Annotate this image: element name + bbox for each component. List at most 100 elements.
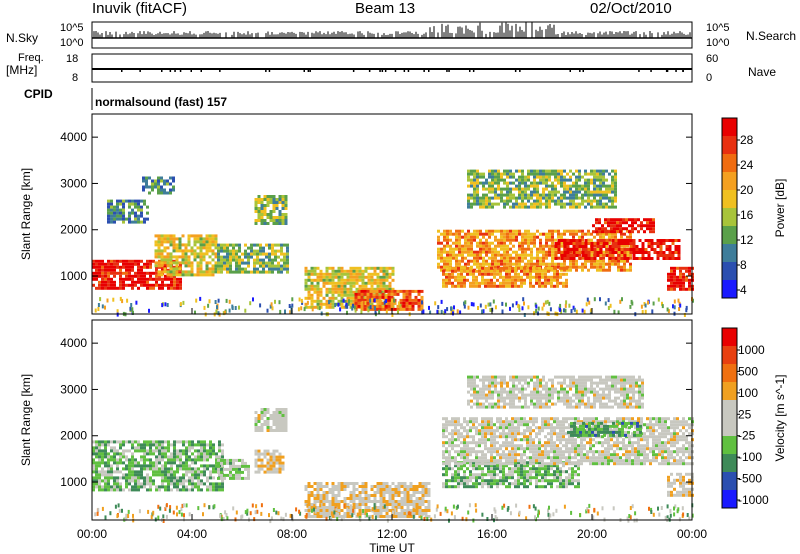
echo-cell (316, 281, 320, 285)
echo-cell (190, 273, 194, 277)
echo-cell (470, 247, 473, 251)
echo-cell (593, 205, 596, 209)
echo-cell (343, 512, 347, 515)
echo-cell (610, 221, 613, 225)
echo-cell (609, 303, 612, 308)
echo-cell (157, 273, 161, 277)
echo-cell (116, 452, 119, 456)
echo-cell (92, 440, 95, 444)
echo-cell (572, 242, 576, 245)
echo-cell (337, 494, 341, 497)
echo-cell (104, 305, 106, 310)
echo-cell (632, 242, 636, 245)
echo-cell (278, 420, 282, 423)
echo-cell (95, 482, 98, 486)
echo-cell (220, 458, 223, 462)
echo-cell (346, 497, 350, 500)
echo-cell (379, 500, 383, 503)
echo-cell (110, 449, 113, 453)
echo-cell (481, 272, 484, 276)
echo-cell (313, 272, 317, 276)
echo-cell (373, 266, 377, 270)
echo-cell (382, 485, 386, 488)
echo-cell (458, 253, 461, 257)
echo-cell (476, 262, 479, 266)
echo-cell (472, 302, 475, 307)
echo-cell (361, 287, 365, 291)
echo-cell (119, 470, 122, 474)
echo-cell (278, 201, 282, 204)
echo-cell (607, 306, 610, 310)
echo-cell (281, 222, 285, 225)
echo-cell (578, 175, 581, 179)
echo-cell (575, 259, 578, 263)
echo-cell (524, 193, 527, 197)
echo-cell (546, 311, 549, 316)
echo-cell (113, 274, 116, 278)
echo-cell (145, 176, 148, 180)
echo-cell (493, 281, 496, 285)
echo-cell (472, 467, 475, 471)
echo-cell (677, 239, 681, 242)
echo-cell (169, 243, 173, 247)
echo-cell (476, 232, 479, 236)
echo-cell (340, 482, 344, 485)
echo-cell (328, 302, 332, 306)
echo-cell (185, 452, 188, 456)
echo-cell (488, 190, 491, 194)
echo-cell (572, 235, 575, 239)
echo-cell (394, 512, 398, 515)
echo-cell (623, 239, 627, 242)
echo-cell (464, 250, 467, 254)
echo-cell (620, 253, 623, 257)
echo-cell (376, 506, 380, 509)
echo-cell (306, 300, 309, 305)
echo-cell (632, 248, 636, 251)
echo-cell (458, 241, 461, 245)
echo-cell (146, 482, 149, 486)
echo-cell (535, 309, 538, 313)
echo-cell (427, 482, 431, 485)
echo-cell (512, 262, 515, 266)
echo-cell (674, 257, 678, 260)
echo-cell (608, 257, 612, 260)
echo-cell (673, 272, 676, 276)
echo-cell (596, 193, 599, 197)
echo-cell (563, 169, 566, 173)
echo-cell (169, 240, 173, 244)
echo-cell (172, 237, 176, 241)
echo-cell (563, 181, 566, 185)
echo-cell (343, 287, 347, 291)
echo-cell (149, 467, 152, 471)
echo-cell (536, 184, 539, 188)
echo-cell (379, 269, 383, 273)
echo-cell (360, 307, 364, 311)
echo-cell (167, 286, 170, 290)
echo-cell (313, 278, 317, 282)
echo-cell (581, 175, 584, 179)
echo-cell (575, 175, 578, 179)
echo-cell (526, 275, 529, 279)
echo-cell (524, 250, 527, 254)
echo-cell (479, 232, 482, 236)
echo-cell (584, 251, 588, 254)
echo-cell (417, 292, 421, 296)
echo-cell (503, 187, 506, 191)
echo-cell (575, 268, 578, 272)
echo-cell (403, 503, 407, 506)
echo-cell (621, 297, 623, 302)
echo-cell (443, 250, 446, 254)
echo-cell (187, 270, 191, 274)
echo-cell (160, 258, 164, 262)
echo-cell (194, 443, 197, 447)
echo-cell (411, 298, 415, 302)
echo-cell (563, 268, 566, 272)
echo-cell (620, 257, 624, 260)
echo-cell (503, 259, 506, 263)
echo-cell (316, 290, 320, 294)
echo-cell (581, 245, 585, 248)
echo-cell (161, 446, 164, 450)
echo-cell (137, 262, 140, 266)
echo-cell (443, 229, 446, 233)
echo-cell (491, 232, 494, 236)
